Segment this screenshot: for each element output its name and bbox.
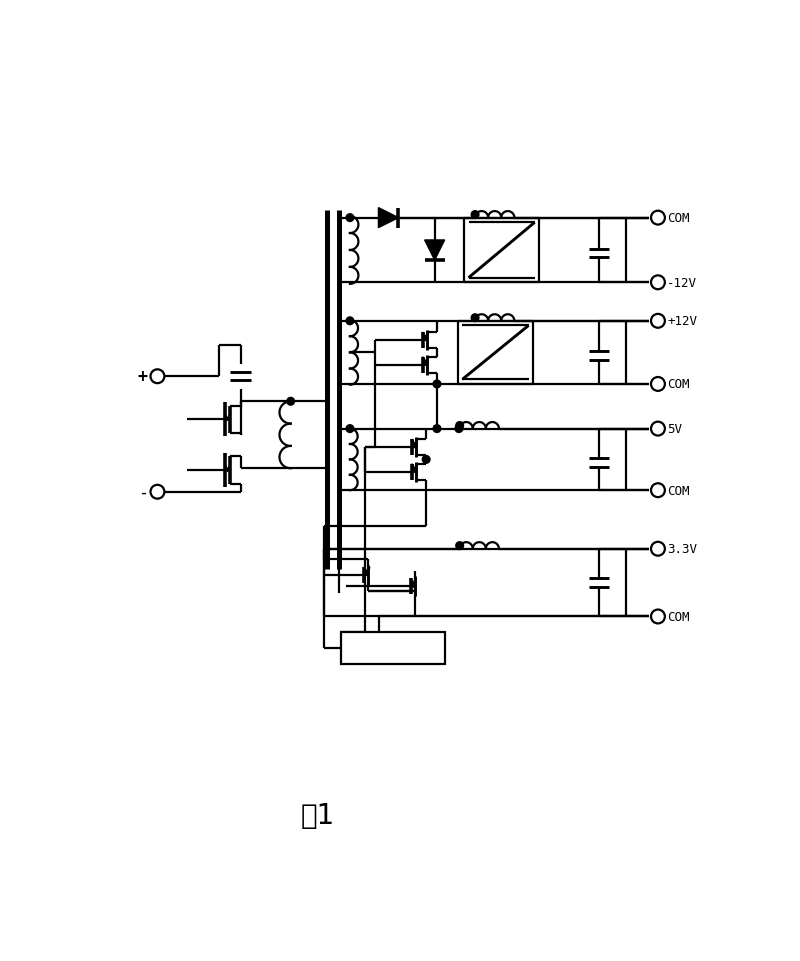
Text: COM: COM	[667, 484, 690, 497]
Circle shape	[456, 422, 463, 430]
Circle shape	[346, 318, 354, 326]
Circle shape	[651, 422, 665, 436]
Text: +: +	[138, 368, 148, 385]
Text: COM: COM	[667, 211, 690, 225]
Text: -12V: -12V	[667, 277, 697, 289]
Circle shape	[286, 398, 294, 406]
Circle shape	[150, 370, 164, 383]
Circle shape	[651, 314, 665, 329]
Text: +12V: +12V	[667, 315, 697, 328]
Circle shape	[455, 426, 462, 433]
Text: Control IC: Control IC	[357, 642, 428, 654]
Circle shape	[471, 211, 479, 219]
Circle shape	[651, 276, 665, 290]
Bar	[341, 632, 445, 664]
Text: 3.3V: 3.3V	[667, 543, 697, 555]
Circle shape	[422, 456, 430, 464]
Circle shape	[346, 426, 354, 433]
Circle shape	[456, 542, 463, 550]
Text: COM: COM	[667, 610, 690, 624]
Circle shape	[150, 485, 164, 499]
Circle shape	[433, 381, 441, 388]
Circle shape	[471, 314, 479, 322]
Circle shape	[651, 211, 665, 225]
Text: COM: COM	[667, 378, 690, 391]
Text: 图1: 图1	[301, 801, 334, 829]
Text: 5V: 5V	[667, 423, 682, 435]
Circle shape	[651, 483, 665, 498]
Circle shape	[346, 214, 354, 222]
Circle shape	[433, 426, 441, 433]
Polygon shape	[378, 209, 398, 229]
Polygon shape	[425, 240, 445, 260]
Text: -: -	[138, 483, 148, 502]
Circle shape	[651, 542, 665, 556]
Circle shape	[651, 610, 665, 624]
Circle shape	[651, 378, 665, 391]
